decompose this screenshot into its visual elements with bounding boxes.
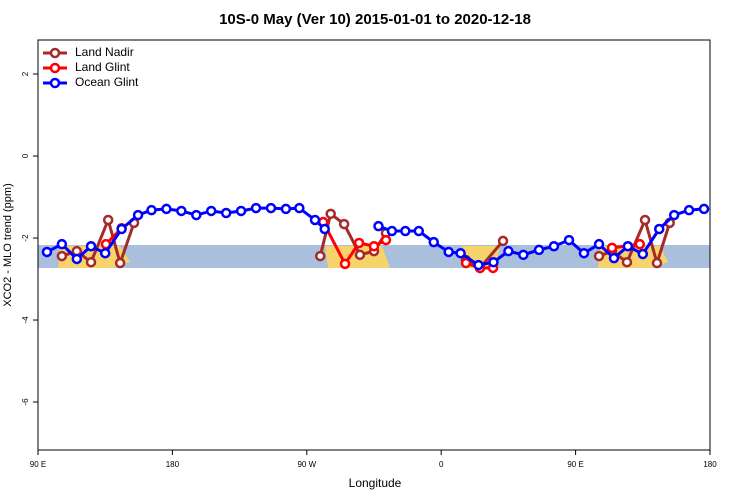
legend-marker: [49, 77, 61, 89]
data-point: [621, 256, 633, 268]
data-point: [622, 240, 634, 252]
data-point: [280, 203, 292, 215]
data-point: [443, 246, 454, 258]
data-point: [651, 257, 663, 269]
series-line: [61, 211, 672, 270]
data-point: [235, 205, 247, 217]
data-point: [593, 238, 605, 250]
data-point: [161, 203, 172, 215]
data-point: [653, 223, 665, 235]
data-point: [116, 223, 127, 235]
data-point: [205, 205, 217, 217]
data-point: [339, 258, 351, 270]
data-point: [593, 250, 605, 262]
data-point: [639, 214, 651, 226]
legend-label: Ocean Glint: [75, 75, 139, 89]
y-tick-label: -2: [21, 234, 30, 242]
x-tick-label: 180: [703, 460, 717, 469]
data-point: [608, 252, 620, 264]
data-point: [250, 202, 262, 214]
data-point: [132, 209, 144, 221]
legend-label: Land Nadir: [75, 45, 134, 59]
data-point: [354, 249, 366, 261]
data-point: [220, 207, 232, 219]
data-point: [146, 204, 157, 216]
data-point: [413, 225, 425, 237]
data-point: [503, 245, 514, 257]
x-tick-label: 0: [439, 460, 444, 469]
data-point: [294, 202, 305, 214]
y-tick-label: 0: [21, 153, 30, 158]
data-point: [176, 205, 187, 217]
data-point: [606, 242, 618, 254]
data-point: [85, 256, 97, 268]
data-point: [634, 238, 646, 250]
data-point: [265, 202, 277, 214]
data-point: [114, 257, 126, 269]
x-tick-label: 90 E: [30, 460, 46, 469]
y-tick-label: -6: [21, 398, 30, 406]
data-point: [319, 223, 330, 235]
data-point: [99, 247, 111, 259]
y-tick-label: 2: [21, 71, 30, 76]
data-point: [683, 204, 695, 216]
data-point: [368, 240, 380, 252]
data-point: [325, 208, 336, 220]
data-point: [400, 225, 411, 237]
data-point: [637, 248, 649, 260]
legend-label: Land Glint: [75, 60, 130, 74]
data-point: [338, 218, 350, 230]
x-tick-label: 90 W: [297, 460, 316, 469]
data-point: [548, 240, 560, 252]
data-point: [563, 234, 575, 246]
data-point: [380, 234, 392, 246]
legend-marker: [49, 47, 61, 59]
data-point: [71, 253, 83, 265]
data-point: [386, 225, 398, 237]
data-point: [488, 256, 499, 268]
data-point: [102, 214, 114, 226]
data-point: [41, 246, 53, 258]
data-point: [191, 209, 202, 221]
data-point: [428, 236, 439, 248]
plot-frame: [37, 39, 711, 451]
x-axis-label: Longitude: [349, 476, 402, 490]
data-point: [518, 249, 529, 261]
y-tick-label: -4: [21, 316, 30, 324]
data-point: [373, 220, 384, 232]
data-point: [56, 238, 68, 250]
data-point: [353, 237, 365, 249]
data-point: [85, 240, 97, 252]
data-point: [473, 259, 484, 271]
plot-layer: 2 0 -2 -4 -6 90 E 180 90 W 0 90 E 180 Land NadirLan…: [21, 45, 717, 469]
data-point: [460, 257, 472, 269]
data-point: [533, 244, 545, 256]
data-point: [56, 250, 68, 262]
data-point: [455, 247, 466, 259]
data-point: [314, 250, 326, 262]
y-axis-label: XCO2 - MLO trend (ppm): [2, 183, 14, 306]
legend-marker: [49, 62, 61, 74]
x-tick-label: 180: [166, 460, 180, 469]
data-point: [578, 247, 590, 259]
data-point: [698, 203, 710, 215]
x-tick-label: 90 E: [567, 460, 583, 469]
data-point: [668, 209, 680, 221]
chart-title: 10S-0 May (Ver 10) 2015-01-01 to 2020-12…: [219, 11, 531, 28]
data-point: [309, 214, 321, 226]
data-point: [497, 235, 509, 247]
